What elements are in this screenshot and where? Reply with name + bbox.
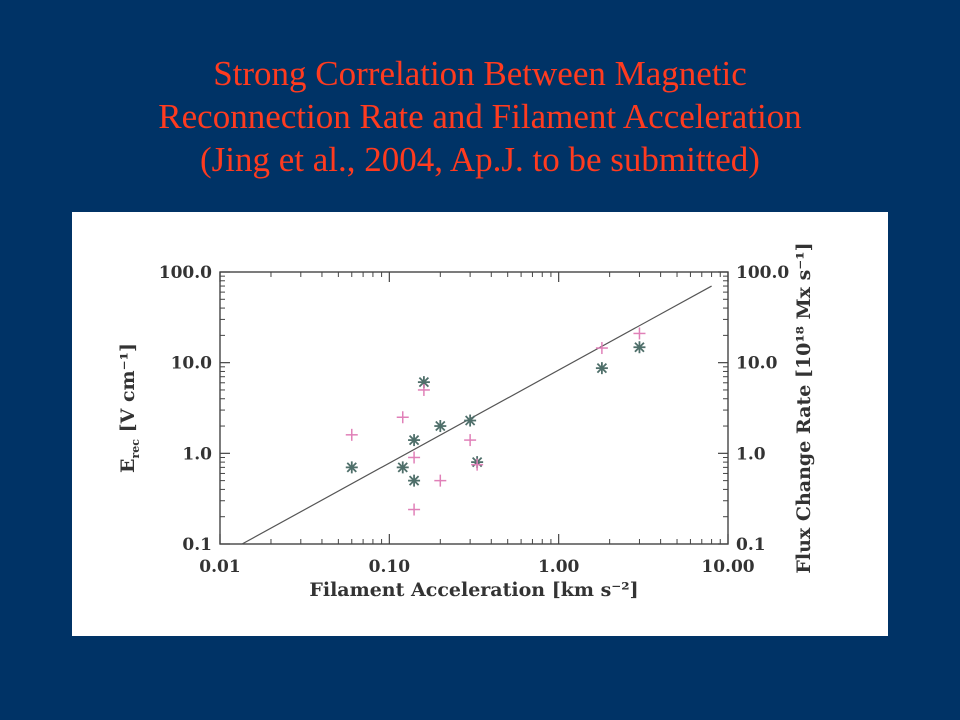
asterisk-marker (408, 474, 421, 487)
right-y-tick-label: 1.0 (736, 444, 766, 464)
plus-marker (595, 342, 608, 355)
plot-frame (219, 271, 729, 545)
plus-marker (408, 451, 421, 464)
asterisk-marker (408, 434, 421, 447)
asterisk-marker (345, 461, 358, 474)
figure-panel: 0.01 0.10 1.00 10.00 0.1 1.0 10.0 100.0 0.1 1.0 10… (72, 212, 888, 636)
fit-line (241, 285, 712, 545)
y-axis-label: Erec [V cm⁻¹] (117, 343, 142, 473)
x-tick-label: 1.00 (538, 557, 580, 577)
x-tick-label: 0.10 (369, 557, 411, 577)
scatter-chart: 0.01 0.10 1.00 10.000.11.010.0100.00.11.010… (117, 242, 815, 601)
plus-marker (471, 458, 484, 471)
y-tick-label: 100.0 (159, 263, 212, 283)
right-y-tick-label: 0.1 (736, 535, 766, 555)
plus-marker (464, 434, 477, 447)
title-line-3: (Jing et al., 2004, Ap.J. to be submitte… (200, 140, 760, 179)
y-tick-label: 1.0 (182, 444, 212, 464)
asterisk-marker (633, 341, 646, 354)
right-y-tick-label: 10.0 (736, 354, 778, 374)
plus-marker (408, 503, 421, 516)
plus-marker (633, 327, 646, 340)
asterisk-marker (595, 362, 608, 375)
title-line-2: Reconnection Rate and Filament Accelerat… (158, 97, 802, 136)
plus-marker (345, 428, 358, 441)
right-y-tick-label: 100.0 (736, 263, 789, 283)
title-line-1: Strong Correlation Between Magnetic (213, 54, 747, 93)
plus-marker (417, 383, 430, 396)
right-y-axis-label: Flux Change Rate [10¹⁸ Mx s⁻¹] (793, 242, 815, 573)
x-tick-label: 0.01 (199, 557, 240, 577)
x-tick-label: 10.00 (701, 557, 754, 577)
asterisk-marker (396, 461, 409, 474)
asterisk-marker (464, 414, 477, 427)
asterisk-marker (434, 420, 447, 433)
slide-title: Strong Correlation Between Magnetic Reco… (0, 52, 960, 181)
plus-marker (396, 411, 409, 424)
y-tick-label: 0.1 (182, 535, 212, 555)
plus-marker (434, 474, 447, 487)
y-tick-label: 10.0 (171, 354, 213, 374)
x-axis-label: Filament Acceleration [km s⁻²] (309, 579, 638, 601)
